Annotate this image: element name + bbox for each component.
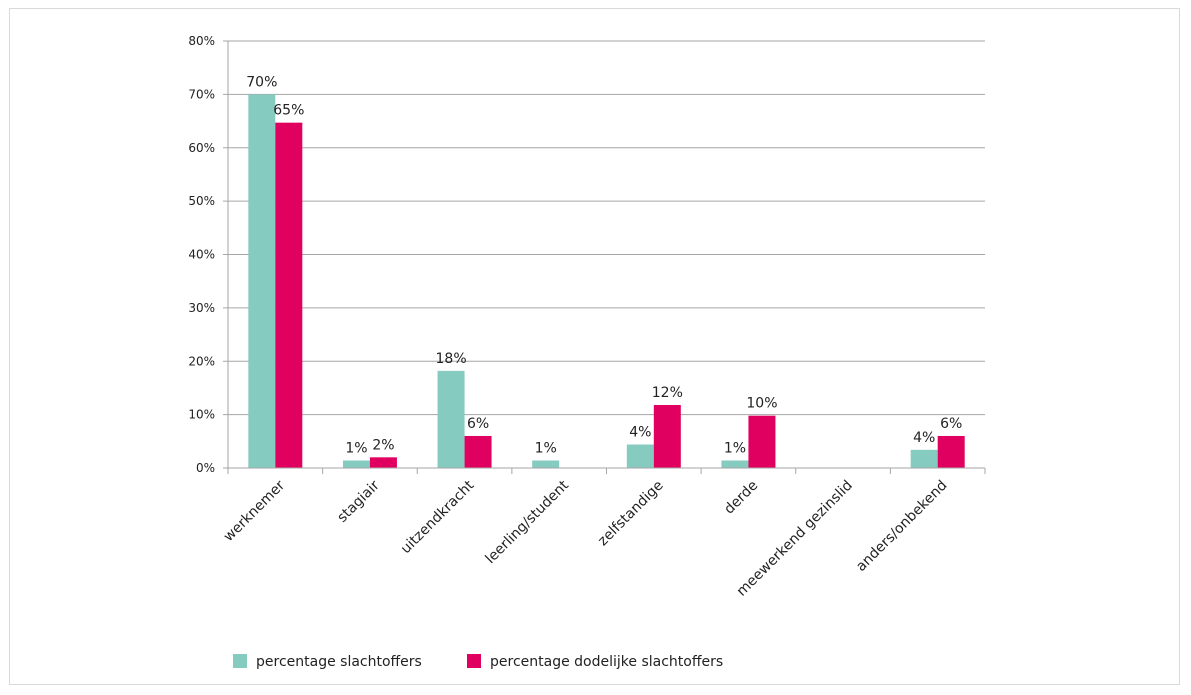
category-label: derde — [721, 478, 761, 518]
bar-slachtoffers — [532, 460, 560, 468]
gridlines — [223, 40, 985, 469]
y-tick-label: 0% — [196, 461, 215, 475]
category-label: zelfstandige — [595, 478, 667, 550]
y-tick-label: 50% — [188, 194, 215, 208]
data-label: 70% — [246, 74, 277, 90]
legend-label-slachtoffers: percentage slachtoffers — [256, 654, 422, 670]
bars — [248, 94, 965, 468]
bar-dodelijke-slachtoffers — [937, 435, 965, 468]
bar-dodelijke-slachtoffers — [748, 415, 776, 468]
bar-slachtoffers — [342, 460, 370, 468]
y-tick-label: 80% — [188, 34, 215, 48]
bar-dodelijke-slachtoffers — [369, 457, 397, 468]
data-label: 2% — [372, 437, 394, 453]
x-axis-category-labels: werknemer stagiair uitzendkracht leerling/s… — [221, 477, 951, 599]
category-label: anders/onbekend — [853, 478, 950, 575]
legend-swatch-dodelijke-slachtoffers — [467, 654, 481, 668]
data-label: 6% — [940, 416, 962, 432]
data-label: 4% — [913, 430, 935, 446]
y-tick-label: 70% — [188, 87, 215, 101]
chart-frame — [9, 8, 1180, 685]
data-label: 12% — [652, 385, 683, 401]
y-axis-tick-labels: 0% 10% 20% 30% 40% 50% 60% 70% 80% — [188, 34, 215, 475]
data-labels: 70% 65% 1% 2% 18% 6% 1% 4% 12% 1% 10% 4% 6% — [246, 74, 962, 456]
data-label: 1% — [345, 441, 367, 457]
legend-swatch-slachtoffers — [233, 654, 247, 668]
category-label: werknemer — [221, 477, 289, 545]
bar-dodelijke-slachtoffers — [464, 435, 492, 468]
data-label: 6% — [467, 416, 489, 432]
category-label: stagiair — [334, 477, 383, 526]
legend-label-dodelijke-slachtoffers: percentage dodelijke slachtoffers — [490, 654, 723, 670]
category-label: leerling/student — [482, 477, 572, 567]
bar-slachtoffers — [626, 444, 654, 468]
data-label: 1% — [724, 441, 746, 457]
bar-dodelijke-slachtoffers — [275, 122, 303, 468]
category-label: uitzendkracht — [398, 477, 478, 557]
y-tick-label: 20% — [188, 354, 215, 368]
x-axis — [227, 467, 986, 474]
bar-slachtoffers — [910, 449, 938, 468]
data-label: 1% — [535, 441, 557, 457]
data-label: 4% — [629, 425, 651, 441]
bar-slachtoffers — [248, 94, 276, 468]
legend: percentage slachtoffers percentage dodel… — [233, 654, 723, 670]
y-tick-label: 40% — [188, 248, 215, 262]
y-tick-label: 60% — [188, 141, 215, 155]
y-tick-label: 10% — [188, 408, 215, 422]
data-label: 65% — [273, 103, 304, 119]
y-tick-label: 30% — [188, 301, 215, 315]
bar-slachtoffers — [721, 460, 749, 468]
data-label: 18% — [436, 351, 467, 367]
bar-slachtoffers — [437, 370, 465, 468]
data-label: 10% — [746, 396, 777, 412]
bar-dodelijke-slachtoffers — [653, 405, 681, 468]
